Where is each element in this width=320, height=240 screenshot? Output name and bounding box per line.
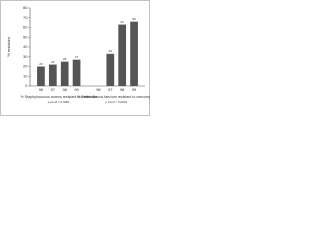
y-tick-label: 50: [23, 34, 28, 39]
value-label: 20: [39, 62, 43, 66]
bar: [118, 24, 127, 86]
y-tick-label: 10: [23, 73, 28, 78]
group-note: p trend < 0.0001: [105, 100, 127, 104]
bar: [106, 53, 115, 86]
y-tick-label: 30: [23, 54, 28, 59]
x-tick-label: 98: [120, 87, 125, 92]
y-tick-label: 0: [25, 83, 28, 88]
x-tick-label: 97: [51, 87, 56, 92]
bar: [130, 21, 138, 86]
y-axis-label: % resistant: [6, 36, 11, 57]
x-tick-label: 96: [96, 87, 101, 92]
y-tick-label: 70: [23, 15, 28, 20]
bar: [37, 66, 45, 86]
y-tick-label: 40: [23, 44, 28, 49]
x-tick-label: 96: [39, 87, 44, 92]
value-label: 63: [121, 20, 125, 24]
group-note: p trend = 0.0001: [48, 100, 70, 104]
group-label: % Staphylococcus aureus resistant to met…: [20, 95, 97, 99]
x-tick-label: 99: [132, 87, 137, 92]
y-tick-label: 20: [23, 64, 28, 69]
group-label: % Enterococcus faecium resistant to vanc…: [77, 95, 150, 99]
chart: % resistant 0 10 20 30 40 50 60 70 80 96 20 97 22 98 2…: [0, 0, 150, 116]
bar: [60, 61, 69, 86]
y-tick-label: 80: [23, 5, 28, 10]
bar: [72, 59, 81, 86]
y-tick-label: 60: [23, 25, 28, 30]
x-tick-label: 99: [74, 87, 79, 92]
value-label: 22: [51, 60, 55, 64]
bar: [48, 64, 57, 86]
x-tick-label: 98: [62, 87, 67, 92]
value-label: 27: [75, 55, 79, 59]
value-label: 66: [132, 17, 136, 21]
x-tick-label: 97: [108, 87, 113, 92]
value-label: 25: [63, 57, 67, 61]
value-label: 33: [109, 49, 113, 53]
